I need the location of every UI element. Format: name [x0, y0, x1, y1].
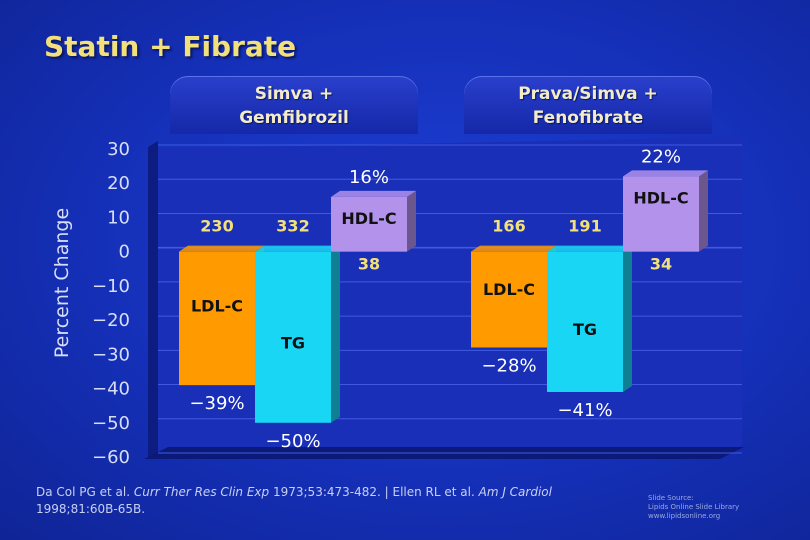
y-axis-label: Percent Change	[51, 208, 73, 358]
chart-title: Statin + Fibrate	[44, 30, 297, 63]
bar-front	[547, 251, 623, 392]
y-tick-label: 10	[107, 207, 130, 228]
bar-tg	[255, 245, 340, 423]
group-label-simva-gemfibrozil: Simva + Gemfibrozil	[170, 76, 418, 134]
bar-category-label: LDL-C	[483, 280, 535, 299]
y-tick-label: 20	[107, 173, 130, 194]
slide-source: Slide Source: Lipids Online Slide Librar…	[648, 494, 798, 521]
citation-text: 1973;53:473-482. | Ellen RL et al.	[269, 485, 479, 499]
bar-n-label: 38	[358, 255, 380, 274]
y-tick-label: −60	[92, 447, 130, 468]
group-label-line1: Simva +	[254, 84, 334, 104]
citation-text: 1998;81:60B-65B.	[36, 502, 146, 516]
y-tick-label: −10	[92, 276, 130, 297]
bar-top	[255, 245, 340, 252]
group-label-line2: Fenofibrate	[532, 108, 644, 128]
group-label-line2: Gemfibrozil	[239, 108, 349, 128]
bar-value-label: −39%	[189, 393, 244, 414]
bar-n-label: 34	[650, 255, 672, 274]
bar-side	[699, 170, 708, 252]
bar-top	[547, 245, 632, 252]
citation-footer: Da Col PG et al. Curr Ther Res Clin Exp …	[36, 484, 596, 518]
y-axis-ticks: 30 20 10 0 −10 −20 −30 −40 −50 −60	[92, 139, 130, 468]
bar-front	[179, 251, 255, 386]
y-tick-label: −20	[92, 310, 130, 331]
bar-n-label: 332	[276, 217, 309, 236]
bar-n-label: 166	[492, 217, 525, 236]
bar-side	[407, 190, 416, 252]
bar-front	[471, 251, 547, 348]
journal-name: Curr Ther Res Clin Exp	[133, 485, 270, 499]
bar-top	[331, 190, 416, 197]
group-label-line1: Prava/Simva +	[518, 84, 658, 104]
y-tick-label: −30	[92, 344, 130, 365]
bar-side	[623, 245, 632, 392]
y-tick-label: −50	[92, 413, 130, 434]
bar-hdlc	[331, 190, 416, 252]
bar-value-label: −50%	[265, 431, 320, 452]
y-tick-label: −40	[92, 379, 130, 400]
citation-text: Da Col PG et al.	[36, 485, 134, 499]
bar-value-label: 22%	[641, 146, 681, 167]
y-tick-label: 0	[119, 242, 130, 263]
plot-side-wall	[148, 141, 158, 459]
bar-top	[179, 245, 264, 252]
source-line: Lipids Online Slide Library	[648, 503, 740, 511]
data-labels: LDL-C −39% 230 TG −50% 332 HDL-C 16% 38 LDL-C −28%…	[189, 146, 688, 451]
source-line: www.lipidsonline.org	[648, 512, 721, 520]
bar-category-label: TG	[573, 320, 597, 339]
bar-value-label: −41%	[557, 400, 612, 421]
bar-tg	[547, 245, 632, 392]
bar-category-label: LDL-C	[191, 297, 243, 316]
bar-top	[471, 245, 556, 252]
bar-category-label: TG	[281, 334, 305, 353]
source-line: Slide Source:	[648, 494, 694, 502]
group-label-prava-simva-fenofibrate: Prava/Simva + Fenofibrate	[464, 76, 712, 134]
bar-front	[623, 176, 699, 252]
bar-front	[255, 251, 331, 423]
bar-side	[331, 245, 340, 423]
bar-top	[623, 170, 708, 177]
bar-value-label: −28%	[481, 355, 536, 376]
bar-front	[331, 196, 407, 252]
bar-n-label: 230	[200, 217, 233, 236]
bar-value-label: 16%	[349, 167, 389, 188]
bar-category-label: HDL-C	[633, 188, 688, 207]
bar-n-label: 191	[568, 217, 601, 236]
y-tick-label: 30	[107, 139, 130, 160]
bars	[179, 170, 708, 423]
bar-hdlc	[623, 170, 708, 252]
journal-name: Am J Cardiol	[478, 485, 552, 499]
bar-category-label: HDL-C	[341, 209, 396, 228]
